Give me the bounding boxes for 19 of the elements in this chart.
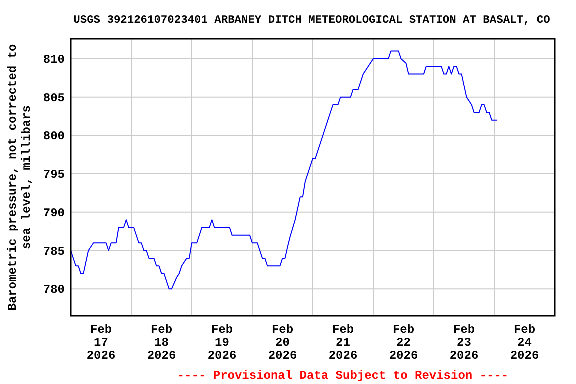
chart-title: USGS 392126107023401 ARBANEY DITCH METEOROLOGICAL STATION AT BASALT, CO bbox=[74, 15, 551, 27]
y-tick-label: 800 bbox=[43, 130, 65, 144]
y-tick-label: 785 bbox=[43, 244, 65, 259]
x-tick-label: Feb 24 2026 bbox=[510, 323, 540, 363]
text: ---- Provisional Data Subject to Revision ---- bbox=[177, 369, 509, 383]
x-tick-label: Feb 22 2026 bbox=[389, 323, 418, 363]
line-series bbox=[70, 50, 498, 290]
x-tick-label: Feb 21 2026 bbox=[328, 323, 358, 363]
y-tick-label: 790 bbox=[43, 206, 65, 220]
x-tick-label: Feb 23 2026 bbox=[450, 323, 479, 363]
y-tick-label: 805 bbox=[43, 91, 65, 106]
x-tick-label: Feb 20 2026 bbox=[268, 323, 298, 363]
y-axis-title: Barometric pressure, not corrected to sea level, millibars bbox=[6, 44, 34, 311]
x-tick-label: Feb 18 2026 bbox=[147, 323, 176, 363]
y-tick-label: 780 bbox=[43, 283, 65, 298]
y-tick-label: 795 bbox=[43, 168, 65, 182]
x-tick-label: Feb 17 2026 bbox=[86, 323, 116, 363]
y-tick-label: 810 bbox=[43, 52, 65, 67]
x-tick-label: Feb 19 2026 bbox=[208, 323, 237, 363]
